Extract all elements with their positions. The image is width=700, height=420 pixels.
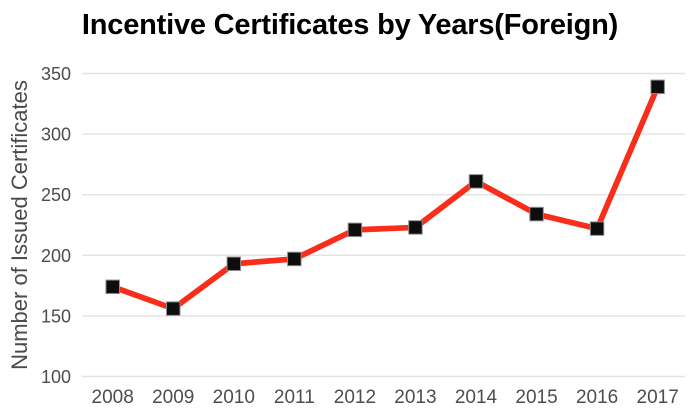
data-point-marker (105, 279, 120, 295)
y-tick-label: 300 (41, 125, 71, 145)
y-tick-label: 200 (41, 246, 71, 266)
data-series-line (109, 83, 661, 312)
data-point-marker (589, 221, 605, 236)
x-tick-label: 2008 (92, 387, 134, 408)
data-point-marker (408, 220, 423, 235)
data-point-marker (529, 206, 544, 222)
y-tick-label: 100 (41, 367, 71, 387)
y-tick-label: 250 (41, 185, 71, 205)
data-point-marker (650, 79, 665, 95)
x-tick-label: 2016 (576, 387, 618, 408)
x-tick-label: 2009 (152, 387, 194, 408)
data-point-marker (468, 174, 484, 189)
data-point-marker (166, 301, 181, 316)
chart-title: Incentive Certificates by Years(Foreign) (81, 9, 619, 41)
x-tick-label: 2013 (394, 387, 436, 408)
data-point-marker (347, 222, 363, 238)
y-tick-label: 150 (41, 306, 71, 326)
x-tick-label: 2010 (213, 387, 255, 408)
x-tick-label: 2011 (274, 387, 315, 408)
y-tick-label: 350 (41, 64, 71, 84)
data-point-marker (287, 251, 302, 267)
x-tick-label: 2014 (455, 387, 498, 408)
x-tick-label: 2017 (637, 387, 679, 408)
x-tick-label: 2015 (515, 387, 557, 408)
x-tick-label: 2012 (334, 387, 376, 408)
data-point-marker (226, 256, 242, 272)
